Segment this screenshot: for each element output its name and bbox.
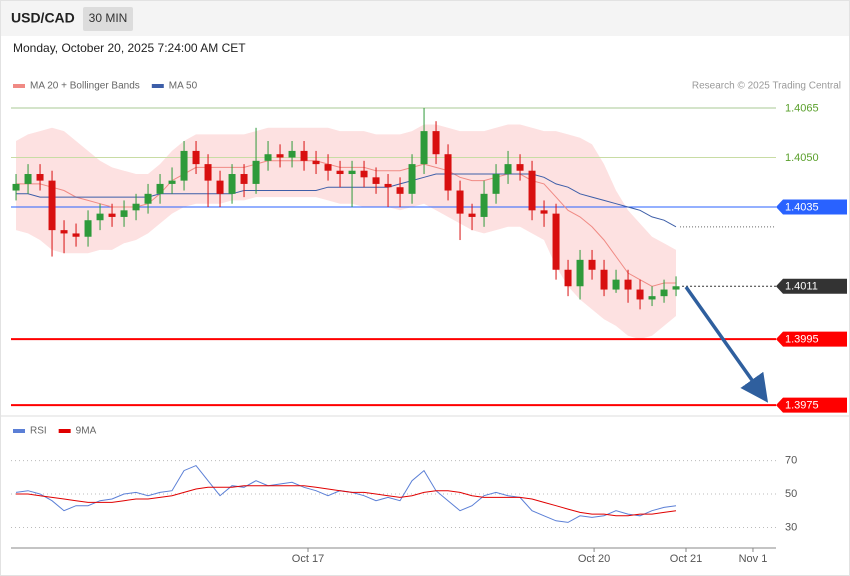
- ma-line: [16, 160, 676, 287]
- candle-body: [624, 279, 632, 290]
- timeframe-box: [83, 7, 133, 31]
- candle-body: [516, 164, 524, 171]
- candle-body: [60, 230, 68, 234]
- candle-body: [168, 180, 176, 184]
- y-tick-label: 30: [785, 521, 797, 533]
- level-label: 1.4050: [785, 152, 819, 164]
- candle-body: [552, 213, 560, 270]
- candle-body: [540, 210, 548, 214]
- timeframe: 30 MIN: [89, 11, 128, 25]
- candle-body: [144, 193, 152, 204]
- candle-body: [276, 154, 284, 158]
- level-label: 1.3975: [785, 399, 819, 411]
- candle-body: [396, 187, 404, 194]
- header-bar: [1, 1, 849, 36]
- candle-body: [108, 213, 116, 217]
- candle-body: [468, 213, 476, 217]
- indicator-line: [16, 485, 677, 517]
- candle-body: [444, 154, 452, 191]
- candle-body: [228, 174, 236, 194]
- candle-body: [204, 164, 212, 181]
- legend-label: MA 50: [169, 81, 198, 92]
- candle-body: [576, 259, 584, 287]
- ma-line: [16, 173, 677, 228]
- candle-body: [84, 220, 92, 237]
- candle-body: [612, 279, 620, 290]
- candle-body: [528, 170, 536, 211]
- legend-label: RSI: [30, 426, 47, 437]
- candle-body: [600, 269, 608, 290]
- legend-label: MA 20 + Bollinger Bands: [30, 81, 140, 92]
- candle-body: [72, 233, 80, 237]
- level-label: 1.4065: [785, 102, 819, 114]
- x-tick-label: Oct 17: [292, 553, 324, 565]
- candle-body: [300, 150, 308, 161]
- legend-swatch: [13, 429, 25, 433]
- candle-body: [324, 164, 332, 171]
- candle-body: [588, 259, 596, 270]
- x-tick-label: Nov 1: [739, 553, 768, 565]
- candle-body: [492, 174, 500, 194]
- candle-body: [672, 286, 680, 290]
- candle-body: [312, 160, 320, 165]
- candle-body: [660, 289, 668, 297]
- candle-body: [384, 183, 392, 188]
- candle-body: [636, 289, 644, 300]
- candle-body: [480, 193, 488, 217]
- candle-body: [288, 150, 296, 158]
- legend-swatch: [13, 84, 25, 88]
- candle-body: [264, 154, 272, 161]
- level-box: [776, 278, 847, 294]
- candle-body: [48, 180, 56, 231]
- candle-body: [156, 183, 164, 194]
- candle-body: [120, 210, 128, 217]
- legend-swatch: [58, 429, 71, 433]
- candle-body: [336, 170, 344, 175]
- candle-body: [504, 164, 512, 175]
- candle-body: [408, 164, 416, 194]
- candle-body: [36, 174, 44, 181]
- candle-body: [12, 183, 20, 191]
- legend-label: 9MA: [76, 426, 97, 437]
- candle-body: [96, 213, 104, 221]
- candle-body: [252, 160, 260, 184]
- level-label: 1.3995: [785, 333, 819, 345]
- y-tick-label: 50: [785, 488, 797, 500]
- candle-body: [420, 131, 428, 165]
- level-label: 1.4035: [785, 201, 819, 213]
- x-tick-label: Oct 21: [670, 553, 702, 565]
- level-box: [776, 331, 847, 347]
- level-label: 1.4011: [785, 281, 818, 293]
- datetime: Monday, October 20, 2025 7:24:00 AM CET: [13, 41, 246, 55]
- level-box: [776, 199, 847, 215]
- legend-swatch: [151, 84, 164, 88]
- symbol: USD/CAD: [11, 10, 75, 26]
- candle-body: [372, 177, 380, 184]
- candle-body: [180, 150, 188, 181]
- candle-body: [216, 180, 224, 194]
- candle-body: [192, 150, 200, 165]
- candle-body: [240, 174, 248, 184]
- candle-body: [648, 296, 656, 300]
- plot-area: 1.4065 1.4050 1.4035 1.4011 1.3995 1.3975 MA 2…: [11, 81, 847, 565]
- candle-body: [432, 131, 440, 155]
- forecast-arrow: [684, 285, 769, 403]
- candle-body: [564, 269, 572, 287]
- candle-body: [348, 170, 356, 175]
- watermark: Research © 2025 Trading Central: [692, 81, 841, 92]
- candle-body: [456, 190, 464, 214]
- candle-body: [360, 170, 368, 178]
- x-tick-label: Oct 20: [578, 553, 610, 565]
- candle-body: [24, 174, 32, 184]
- candle-body: [132, 203, 140, 211]
- level-box: [776, 397, 847, 413]
- y-tick-label: 70: [785, 455, 797, 467]
